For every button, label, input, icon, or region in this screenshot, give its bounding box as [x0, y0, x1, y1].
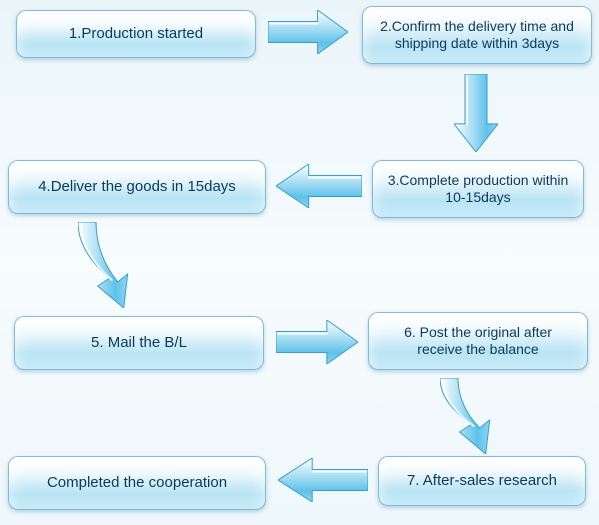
flow-arrow-a2 [454, 74, 498, 152]
flow-node-n4: 4.Deliver the goods in 15days [8, 160, 266, 214]
flow-node-n2: 2.Confirm the delivery time and shipping… [362, 6, 592, 64]
flow-arrow-a3 [276, 164, 362, 208]
flow-arrow-a5 [276, 320, 358, 364]
flow-node-n1: 1.Production started [16, 10, 256, 58]
flow-arrow-a7 [278, 458, 368, 502]
flow-node-n7: 7. After-sales research [378, 456, 586, 506]
flow-arrow-a6 [440, 378, 504, 454]
flow-node-n8: Completed the cooperation [8, 456, 266, 510]
flow-node-n6: 6. Post the original after receive the b… [368, 312, 588, 370]
flow-arrow-a4 [78, 222, 142, 308]
flow-arrow-a1 [268, 10, 348, 54]
flow-node-n3: 3.Complete production within 10-15days [372, 160, 584, 218]
flow-node-n5: 5. Mail the B/L [14, 316, 264, 370]
